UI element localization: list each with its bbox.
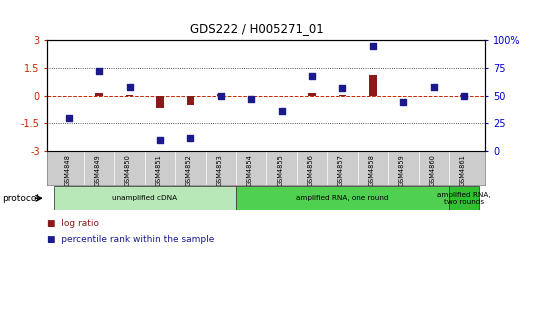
Bar xyxy=(369,75,377,95)
Text: ■  log ratio: ■ log ratio xyxy=(47,219,99,228)
Point xyxy=(429,84,438,89)
Text: amplified RNA, one round: amplified RNA, one round xyxy=(296,195,389,201)
Text: GSM4851: GSM4851 xyxy=(156,154,161,186)
Bar xyxy=(278,95,286,96)
Bar xyxy=(217,94,225,95)
Text: GSM4860: GSM4860 xyxy=(429,154,435,186)
Bar xyxy=(236,186,449,210)
Text: protocol: protocol xyxy=(2,194,39,203)
Point xyxy=(399,99,408,105)
Point xyxy=(125,84,134,89)
Text: GSM4856: GSM4856 xyxy=(307,154,314,186)
Text: GSM4852: GSM4852 xyxy=(186,154,192,186)
Bar xyxy=(54,186,236,210)
Text: amplified RNA,
two rounds: amplified RNA, two rounds xyxy=(437,192,491,205)
Point xyxy=(338,85,347,90)
Bar xyxy=(247,95,255,96)
Text: GSM4858: GSM4858 xyxy=(368,154,374,186)
Bar xyxy=(186,95,194,105)
Bar xyxy=(156,95,164,108)
Text: ■  percentile rank within the sample: ■ percentile rank within the sample xyxy=(47,235,215,244)
Text: GSM4855: GSM4855 xyxy=(277,154,283,186)
Point xyxy=(307,73,316,78)
Bar xyxy=(400,95,407,96)
Point xyxy=(186,135,195,140)
Text: GSM4861: GSM4861 xyxy=(460,154,466,186)
Text: GSM4853: GSM4853 xyxy=(217,154,222,186)
Point xyxy=(217,93,225,98)
Point xyxy=(277,108,286,114)
Text: GSM4849: GSM4849 xyxy=(95,154,100,186)
Text: GSM4848: GSM4848 xyxy=(64,154,70,186)
Text: GSM4854: GSM4854 xyxy=(247,154,253,186)
Point xyxy=(247,96,256,101)
Point xyxy=(64,115,73,120)
Bar xyxy=(95,93,103,95)
Text: unamplified cDNA: unamplified cDNA xyxy=(112,195,177,201)
Point xyxy=(156,137,165,142)
Bar xyxy=(308,93,316,95)
Point xyxy=(368,43,377,48)
Text: GSM4857: GSM4857 xyxy=(338,154,344,186)
Point xyxy=(460,93,469,98)
Text: GSM4859: GSM4859 xyxy=(399,154,405,186)
Text: GDS222 / H005271_01: GDS222 / H005271_01 xyxy=(190,22,324,35)
Text: GSM4850: GSM4850 xyxy=(125,154,131,186)
Point xyxy=(95,69,104,74)
Bar xyxy=(449,186,479,210)
